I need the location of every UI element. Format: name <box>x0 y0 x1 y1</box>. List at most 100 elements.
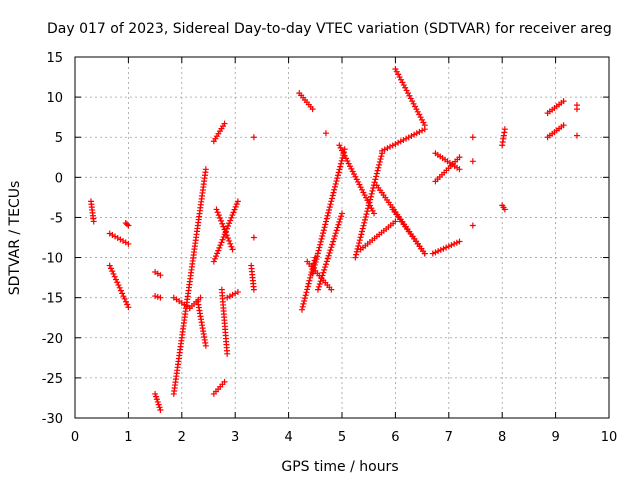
data-point <box>375 164 382 171</box>
data-point <box>321 266 328 273</box>
data-point <box>344 157 351 164</box>
data-point <box>411 103 418 110</box>
data-point <box>411 131 418 138</box>
data-point <box>301 295 308 302</box>
data-point <box>330 235 337 242</box>
data-point <box>328 286 335 293</box>
data-point <box>307 274 314 281</box>
data-point <box>202 166 209 173</box>
data-point <box>413 106 420 113</box>
data-point <box>400 82 407 89</box>
data-point <box>469 158 476 165</box>
data-point <box>354 245 361 252</box>
data-point <box>416 111 423 118</box>
data-point <box>345 160 352 167</box>
data-point <box>125 222 132 229</box>
data-point <box>197 294 204 301</box>
data-point <box>421 250 428 257</box>
data-point <box>215 247 222 254</box>
data-point <box>339 147 345 154</box>
data-point <box>309 270 316 277</box>
data-point <box>356 240 363 247</box>
data-point <box>435 248 442 255</box>
data-point <box>122 298 129 305</box>
data-point <box>335 169 342 176</box>
data-point <box>355 178 362 185</box>
data-point <box>359 228 366 235</box>
data-point <box>216 244 223 251</box>
data-point <box>318 275 325 282</box>
data-point <box>403 87 410 94</box>
data-point <box>456 154 463 161</box>
data-point <box>317 241 324 248</box>
data-point <box>337 216 344 223</box>
data-point <box>106 262 113 269</box>
data-point <box>217 242 224 249</box>
data-point <box>337 163 344 170</box>
data-point <box>352 254 359 261</box>
data-point <box>323 258 330 265</box>
data-point <box>329 195 336 202</box>
data-point <box>303 289 310 296</box>
data-point <box>360 222 367 229</box>
data-point <box>405 134 412 141</box>
data-point <box>224 350 231 357</box>
data-point <box>154 398 161 405</box>
data-point <box>419 127 426 134</box>
data-point <box>211 255 218 262</box>
data-point <box>362 213 369 220</box>
data-point <box>323 218 330 225</box>
x-tick-label: 1 <box>124 430 132 445</box>
data-point <box>309 106 316 113</box>
data-point <box>226 220 233 227</box>
data-point <box>377 156 384 163</box>
data-point <box>157 294 164 301</box>
data-point <box>404 90 411 97</box>
data-point <box>314 253 321 260</box>
data-point <box>432 249 439 256</box>
data-point <box>232 203 239 210</box>
data-point <box>408 132 415 139</box>
data-point <box>222 228 229 235</box>
x-tick-labels: 0 1 2 3 4 5 6 7 8 9 10 <box>71 430 617 445</box>
grid <box>74 56 610 419</box>
data-point <box>421 122 428 129</box>
data-point <box>152 293 159 300</box>
data-point <box>115 282 122 289</box>
data-point <box>157 406 164 413</box>
data-point <box>125 304 132 311</box>
data-point <box>327 247 334 254</box>
data-point <box>317 278 324 285</box>
data-point <box>397 138 404 145</box>
data-point <box>250 134 257 141</box>
data-point <box>221 120 228 127</box>
data-point <box>214 209 221 216</box>
data-point <box>334 172 341 179</box>
data-point <box>311 264 318 271</box>
data-point <box>316 244 323 251</box>
data-point <box>326 249 333 256</box>
data-point <box>329 192 336 199</box>
data-point <box>358 231 365 238</box>
data-point <box>306 277 313 284</box>
data-point <box>325 209 332 216</box>
x-tick-label: 0 <box>71 430 79 445</box>
data-point <box>334 175 341 182</box>
data-point <box>152 393 159 400</box>
x-tick-label: 6 <box>391 430 399 445</box>
data-point <box>328 198 335 205</box>
data-point <box>392 66 399 73</box>
data-point <box>320 227 327 234</box>
data-point <box>233 201 240 208</box>
data-point <box>314 286 321 293</box>
data-point <box>429 250 436 257</box>
data-point <box>353 251 360 258</box>
data-point <box>298 306 305 313</box>
data-point <box>325 252 332 259</box>
y-tick-label: 5 <box>55 131 63 146</box>
data-point <box>224 235 231 242</box>
y-tick-label: -15 <box>42 292 63 307</box>
data-point <box>400 137 407 144</box>
data-point <box>221 378 228 385</box>
data-point <box>202 342 209 349</box>
